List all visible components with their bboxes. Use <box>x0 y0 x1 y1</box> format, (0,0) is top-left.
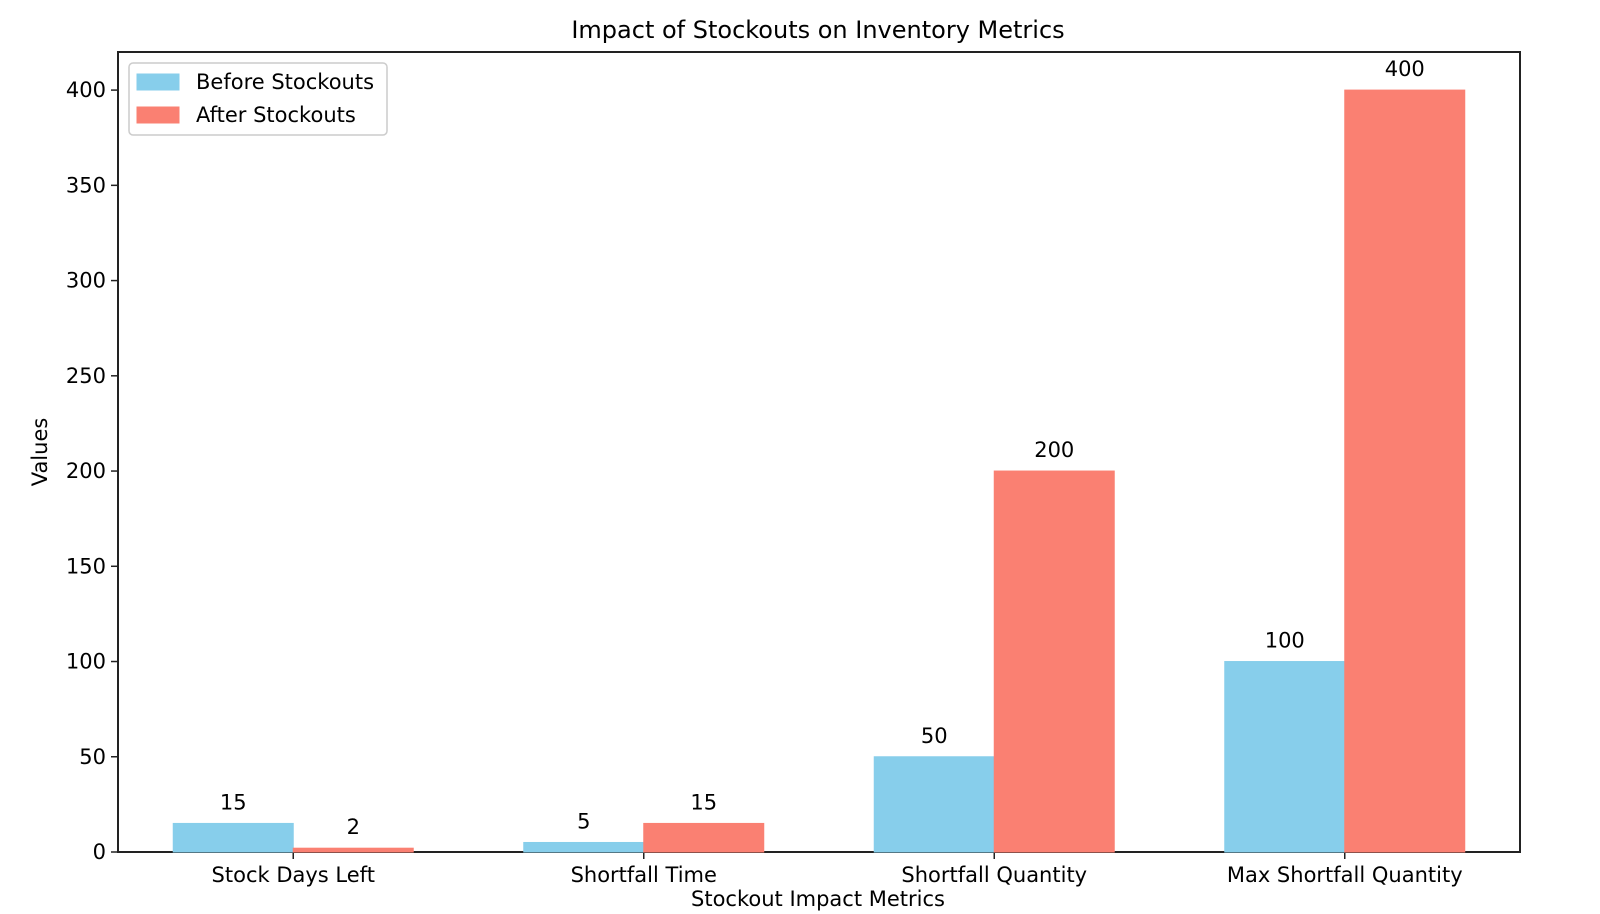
legend-label-after: After Stockouts <box>196 103 356 127</box>
bar-after <box>1344 89 1466 853</box>
legend-label-before: Before Stockouts <box>196 70 374 94</box>
data-label: 200 <box>1034 438 1074 462</box>
y-tick-label: 400 <box>66 78 106 102</box>
data-label: 15 <box>690 790 717 814</box>
bar-before <box>523 841 645 853</box>
bar-before <box>873 756 995 853</box>
bar-before <box>172 822 294 853</box>
y-tick-label: 300 <box>66 269 106 293</box>
x-axis: Stock Days Left Shortfall Time Shortfall Q… <box>212 852 1463 887</box>
y-tick-label: 250 <box>66 364 106 388</box>
legend-frame <box>128 62 388 136</box>
data-label: 100 <box>1265 629 1305 653</box>
y-axis-title: Values <box>28 418 52 487</box>
bar-after <box>292 847 414 853</box>
legend-swatch-before <box>136 73 180 91</box>
bars <box>172 89 1466 853</box>
chart-title: Impact of Stockouts on Inventory Metrics <box>571 16 1064 44</box>
x-tick-label: Shortfall Time <box>571 863 717 887</box>
y-tick-label: 100 <box>66 650 106 674</box>
bar-after <box>993 470 1115 853</box>
y-tick-label: 150 <box>66 554 106 578</box>
data-label: 50 <box>921 724 948 748</box>
data-label: 2 <box>347 815 360 839</box>
data-labels: 15 2 5 15 50 200 100 400 <box>220 57 1425 839</box>
bar-after <box>643 822 765 853</box>
y-tick-label: 350 <box>66 173 106 197</box>
plot-frame <box>117 51 1521 853</box>
y-tick-label: 50 <box>79 745 106 769</box>
y-tick-label: 0 <box>93 840 106 864</box>
x-axis-title: Stockout Impact Metrics <box>691 887 945 911</box>
x-tick-label: Max Shortfall Quantity <box>1227 863 1463 887</box>
y-axis: 0 50 100 150 200 250 300 350 400 <box>66 78 118 864</box>
data-label: 400 <box>1385 57 1425 81</box>
data-label: 15 <box>220 790 247 814</box>
legend-swatch-after <box>136 106 180 124</box>
x-tick-label: Shortfall Quantity <box>901 863 1087 887</box>
bar-before <box>1224 661 1346 853</box>
x-tick-label: Stock Days Left <box>212 863 375 887</box>
y-tick-label: 200 <box>66 459 106 483</box>
data-label: 5 <box>577 809 590 833</box>
legend: Before Stockouts After Stockouts <box>128 62 388 136</box>
